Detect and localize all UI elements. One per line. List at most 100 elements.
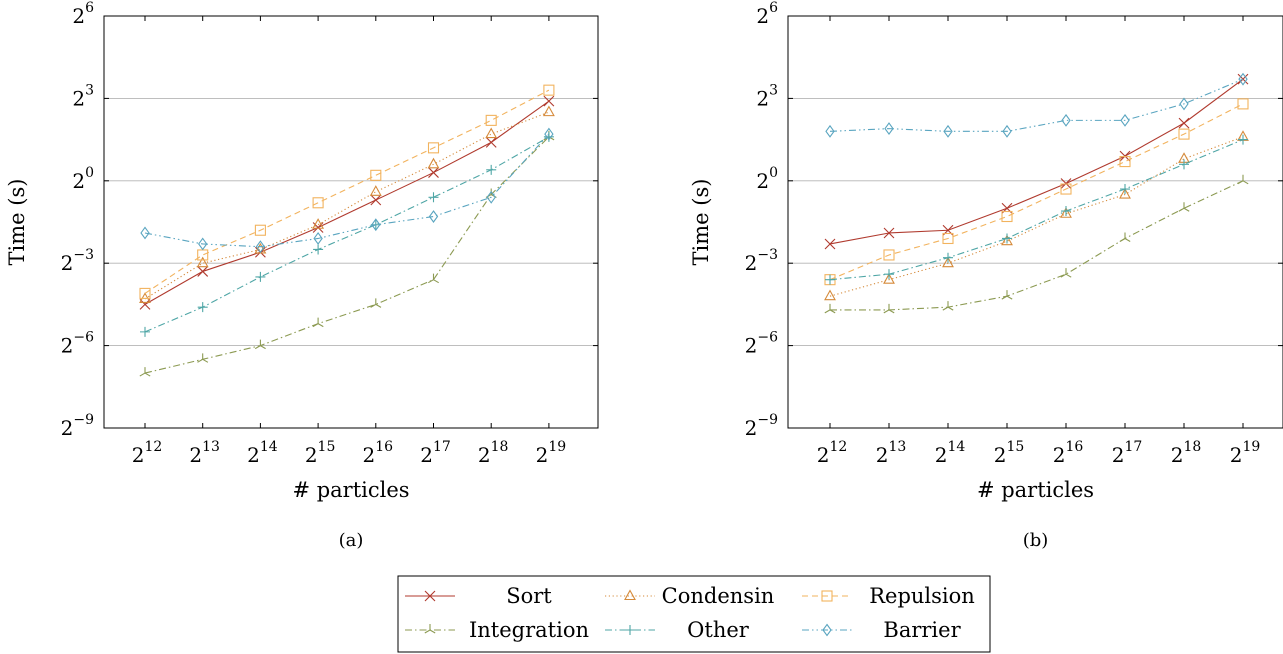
x-tick-base: 2 xyxy=(1230,443,1243,467)
data-point xyxy=(1060,268,1072,278)
x-tick-exponent: 12 xyxy=(829,439,847,455)
x-tick-label: 212 xyxy=(132,439,163,467)
series-line xyxy=(144,136,550,333)
x-tick-base: 2 xyxy=(1171,443,1184,467)
x-tick-base: 2 xyxy=(478,443,491,467)
x-tick-label: 212 xyxy=(817,439,848,467)
data-point xyxy=(370,298,382,308)
data-point xyxy=(1060,207,1072,218)
data-point xyxy=(254,224,266,236)
data-point xyxy=(543,84,555,96)
y-tick-label: 20 xyxy=(72,165,94,193)
series-line xyxy=(144,136,550,374)
x-tick-base: 2 xyxy=(1112,443,1125,467)
y-tick-base: 2 xyxy=(745,416,758,440)
data-point xyxy=(312,218,325,229)
series-barrier xyxy=(825,72,1248,138)
panel-caption: (a) xyxy=(339,530,364,551)
data-point xyxy=(1061,206,1071,217)
y-tick-exponent: −6 xyxy=(757,330,778,346)
data-point xyxy=(254,339,266,350)
x-tick-label: 215 xyxy=(305,439,336,467)
y-tick-exponent: −9 xyxy=(757,412,778,428)
data-point xyxy=(196,256,209,268)
legend-box xyxy=(397,575,991,653)
series-repulsion xyxy=(139,84,555,299)
x-tick-label: 214 xyxy=(935,439,966,467)
data-point xyxy=(486,164,497,175)
legend-entry: Sort xyxy=(405,584,552,608)
y-tick-base: 2 xyxy=(72,169,85,193)
data-point xyxy=(1178,117,1190,129)
y-tick-base: 2 xyxy=(61,416,74,440)
y-tick-base: 2 xyxy=(61,334,74,358)
series-other xyxy=(825,134,1248,285)
data-point xyxy=(485,114,497,126)
y-tick-exponent: 6 xyxy=(769,0,778,16)
x-tick-exponent: 17 xyxy=(433,439,451,455)
axes-frame xyxy=(103,15,599,429)
legend-marker xyxy=(624,589,636,601)
series-line xyxy=(829,78,1244,245)
x-tick-label: 213 xyxy=(876,439,907,467)
x-tick-label: 213 xyxy=(189,439,220,467)
data-point xyxy=(943,124,953,138)
data-point xyxy=(370,194,382,206)
data-point xyxy=(1119,187,1131,199)
series-line xyxy=(144,100,550,305)
y-tick-base: 2 xyxy=(756,4,769,28)
y-tick-label: 2−3 xyxy=(61,247,94,275)
data-point xyxy=(943,252,953,263)
data-point xyxy=(312,317,324,328)
x-tick-base: 2 xyxy=(1053,443,1066,467)
data-point xyxy=(427,157,440,169)
data-point xyxy=(427,142,440,154)
data-point xyxy=(313,232,323,245)
data-point xyxy=(1179,159,1189,170)
data-point xyxy=(942,232,954,245)
data-point xyxy=(198,237,208,251)
y-tick-label: 2−9 xyxy=(745,412,778,440)
series-barrier xyxy=(140,127,554,254)
y-axis-label: Time (s) xyxy=(689,179,713,266)
legend-entry: Other xyxy=(605,618,750,642)
series-line xyxy=(830,180,1244,311)
legend-label: Repulsion xyxy=(869,584,975,608)
data-point xyxy=(197,353,209,363)
x-tick-exponent: 19 xyxy=(1242,439,1260,455)
x-tick-exponent: 15 xyxy=(1006,439,1024,455)
data-point xyxy=(1237,73,1249,85)
legend-entry: Integration xyxy=(405,618,589,642)
data-point xyxy=(139,367,151,377)
data-point xyxy=(1119,232,1131,242)
data-point xyxy=(883,227,895,239)
series-integration xyxy=(824,174,1249,314)
x-tick-label: 217 xyxy=(420,439,451,467)
x-tick-base: 2 xyxy=(876,443,889,467)
y-tick-exponent: 0 xyxy=(769,165,778,181)
y-tick-label: 2−6 xyxy=(61,330,94,358)
y-tick-exponent: −3 xyxy=(73,247,94,263)
x-tick-exponent: 17 xyxy=(1124,439,1142,455)
x-tick-label: 217 xyxy=(1112,439,1143,467)
y-tick-label: 23 xyxy=(72,82,94,110)
axes-frame xyxy=(787,15,1283,429)
data-point xyxy=(1238,72,1248,86)
data-point xyxy=(1178,202,1190,212)
data-point xyxy=(1237,98,1249,110)
data-point xyxy=(486,190,496,204)
legend-label: Barrier xyxy=(883,618,961,642)
data-point xyxy=(1178,128,1190,140)
data-point xyxy=(883,249,895,261)
x-tick-label: 215 xyxy=(994,439,1025,467)
y-tick-exponent: 6 xyxy=(85,0,94,16)
x-tick-base: 2 xyxy=(935,443,948,467)
y-tick-base: 2 xyxy=(745,334,758,358)
y-tick-base: 2 xyxy=(72,86,85,110)
y-tick-base: 2 xyxy=(756,169,769,193)
x-tick-base: 2 xyxy=(817,443,830,467)
y-tick-label: 2−9 xyxy=(61,412,94,440)
x-tick-base: 2 xyxy=(994,443,1007,467)
x-tick-label: 218 xyxy=(478,439,509,467)
